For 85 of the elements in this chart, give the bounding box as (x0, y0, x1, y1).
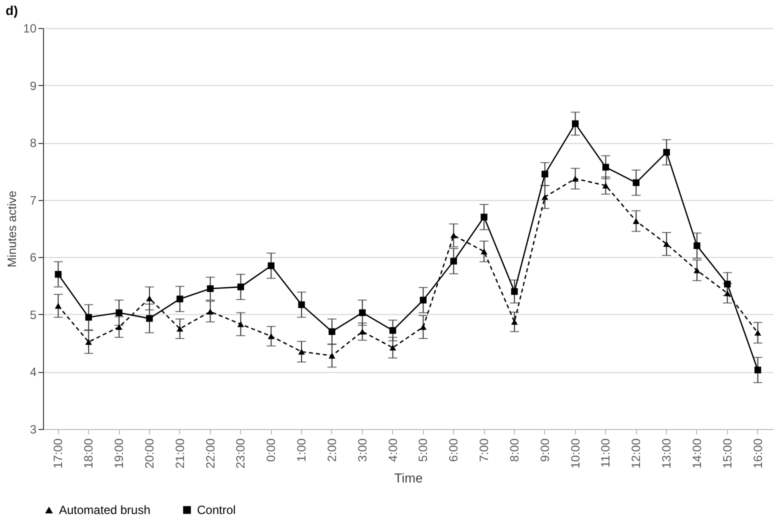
point (480, 248, 488, 254)
point (389, 344, 396, 351)
y-tick-label: 8 (30, 136, 37, 150)
x-axis-title: Time (394, 470, 423, 486)
x-tick-label: 0:00 (264, 438, 278, 462)
point (542, 194, 548, 200)
point (206, 285, 214, 292)
x-tick-label: 16:00 (750, 438, 765, 469)
x-tick-label: 22:00 (203, 438, 218, 469)
point (359, 309, 366, 316)
point (176, 326, 184, 332)
point (146, 315, 153, 322)
y-tick-label: 6 (30, 250, 37, 265)
legend-label: Automated brush (59, 503, 150, 517)
point (724, 290, 731, 296)
point (176, 296, 184, 302)
point (268, 262, 274, 270)
point (359, 328, 366, 335)
point (328, 328, 336, 335)
point (420, 296, 427, 304)
point (754, 330, 762, 336)
point (511, 318, 518, 325)
point (724, 280, 731, 288)
x-tick-label: 3:00 (355, 438, 370, 462)
point (450, 232, 457, 238)
x-tick-label: 10:00 (568, 438, 582, 469)
y-tick-label: 10 (23, 22, 37, 36)
point (602, 164, 610, 171)
point (54, 302, 62, 309)
point (694, 242, 700, 250)
y-tick-label: 4 (30, 365, 37, 380)
x-tick-label: 20:00 (142, 438, 156, 469)
point (450, 258, 457, 265)
point (85, 339, 92, 345)
point (298, 348, 305, 355)
x-tick-label: 17:00 (51, 438, 66, 469)
point (420, 324, 427, 330)
x-tick-label: 9:00 (538, 438, 552, 462)
point (206, 308, 214, 314)
x-tick-label: 8:00 (507, 438, 522, 462)
point (146, 295, 153, 302)
x-tick-label: 19:00 (112, 438, 126, 469)
point (268, 333, 274, 340)
chart-title: d) (6, 3, 18, 18)
point (663, 148, 670, 156)
x-tick-label: 13:00 (660, 438, 674, 469)
point (298, 301, 305, 308)
point (602, 182, 610, 188)
point (480, 214, 488, 220)
point (237, 321, 244, 328)
y-tick-label: 9 (30, 78, 37, 93)
point (663, 241, 670, 247)
point (116, 324, 122, 330)
point (632, 218, 640, 224)
point (389, 327, 396, 334)
point (116, 309, 122, 316)
x-tick-label: 4:00 (386, 438, 400, 462)
point (237, 284, 244, 290)
point (542, 170, 548, 178)
y-tick-label: 5 (30, 308, 37, 322)
point (572, 120, 579, 128)
x-tick-label: 18:00 (82, 438, 96, 469)
x-tick-label: 23:00 (234, 438, 248, 469)
point (632, 179, 640, 186)
point (572, 176, 579, 182)
point (694, 267, 700, 274)
x-tick-label: 11:00 (598, 438, 613, 468)
x-tick-label: 7:00 (477, 438, 492, 462)
point (54, 270, 62, 278)
point (85, 314, 92, 321)
x-tick-label: 5:00 (416, 438, 430, 462)
x-tick-label: 21:00 (172, 438, 187, 469)
x-tick-label: 2:00 (324, 438, 339, 462)
x-tick-label: 6:00 (446, 438, 461, 462)
y-tick-label: 7 (30, 193, 37, 208)
x-tick-label: 15:00 (720, 438, 734, 469)
point (328, 352, 336, 359)
x-tick-label: 1:00 (294, 438, 309, 462)
y-axis-title: Minutes active (5, 190, 20, 268)
x-tick-label: 12:00 (629, 438, 644, 469)
x-tick-label: 14:00 (690, 438, 704, 469)
legend-label: Control (197, 503, 236, 517)
y-tick-label: 3 (30, 422, 37, 436)
point (754, 366, 762, 374)
point (511, 288, 518, 295)
